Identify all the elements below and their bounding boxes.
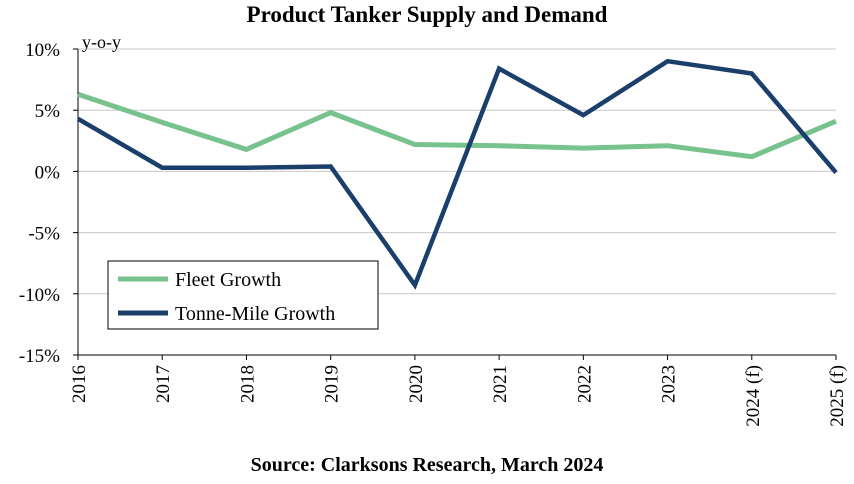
x-tick-label: 2021 bbox=[490, 365, 511, 403]
y-tick-label: -15% bbox=[19, 346, 60, 367]
x-tick-label: 2024 (f) bbox=[743, 365, 764, 427]
series-line-tonne-mile-growth bbox=[76, 58, 838, 290]
x-tick-label: 2018 bbox=[237, 365, 258, 403]
y-tick-label: -5% bbox=[28, 224, 60, 245]
legend-label: Fleet Growth bbox=[175, 269, 281, 291]
x-tick-label: 2023 bbox=[659, 365, 680, 403]
x-tick-label: 2016 bbox=[69, 365, 90, 403]
legend-box bbox=[107, 260, 379, 330]
series-lines bbox=[76, 58, 838, 290]
axes bbox=[73, 48, 837, 360]
source-note: Source: Clarksons Research, March 2024 bbox=[250, 454, 604, 476]
y-axis-label: y-o-y bbox=[82, 32, 121, 52]
x-tick-label: 2022 bbox=[574, 365, 595, 403]
tick-labels: 10% 5% 0% -5% -10% -15% 2016 2017 2018 2019 2020 20… bbox=[19, 40, 848, 427]
x-tick-label: 2019 bbox=[322, 365, 343, 403]
series-line-fleet-growth bbox=[77, 91, 837, 160]
y-tick-label: 5% bbox=[35, 101, 61, 122]
x-tick-label: 2017 bbox=[153, 365, 174, 403]
chart-title: Product Tanker Supply and Demand bbox=[246, 2, 608, 27]
legend: Fleet Growth Tonne-Mile Growth bbox=[107, 260, 379, 330]
x-tick-label: 2025 (f) bbox=[827, 365, 848, 427]
x-tick-label: 2020 bbox=[406, 365, 427, 403]
y-tick-label: 0% bbox=[35, 162, 61, 183]
legend-label: Tonne-Mile Growth bbox=[175, 303, 335, 325]
y-tick-label: -10% bbox=[19, 285, 60, 306]
y-tick-label: 10% bbox=[25, 40, 60, 61]
